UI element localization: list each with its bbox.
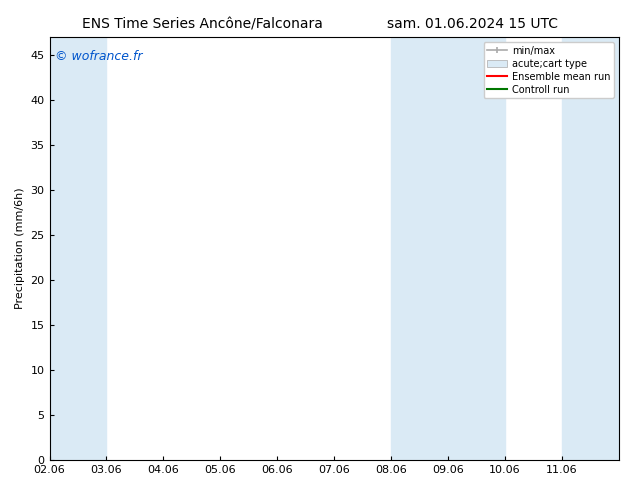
Text: sam. 01.06.2024 15 UTC: sam. 01.06.2024 15 UTC (387, 17, 558, 31)
Y-axis label: Precipitation (mm/6h): Precipitation (mm/6h) (15, 188, 25, 309)
Legend: min/max, acute;cart type, Ensemble mean run, Controll run: min/max, acute;cart type, Ensemble mean … (484, 42, 614, 98)
Bar (391, 37, 505, 460)
Bar (562, 37, 619, 460)
Bar (49, 37, 107, 460)
Text: ENS Time Series Ancône/Falconara: ENS Time Series Ancône/Falconara (82, 17, 323, 31)
Text: © wofrance.fr: © wofrance.fr (55, 50, 143, 63)
